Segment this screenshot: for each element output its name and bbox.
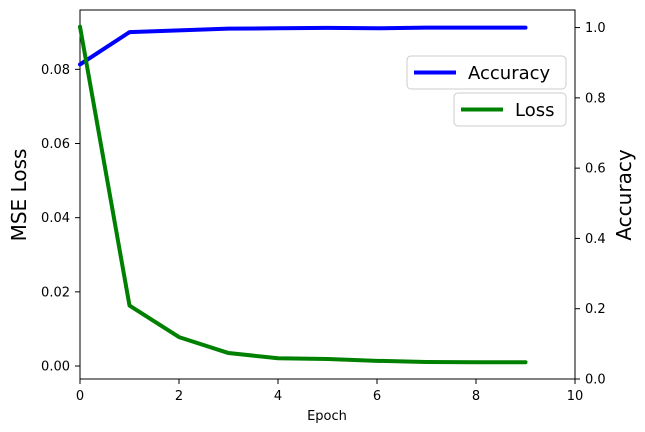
right-y-axis-label: Accuracy [612,149,636,240]
right-y-tick-label: 0.4 [585,232,606,247]
left-y-tick-label: 0.04 [41,211,70,226]
left-y-tick-label: 0.08 [41,63,70,78]
accuracy-legend-label: Accuracy [468,63,551,84]
x-tick-label: 8 [472,389,480,404]
loss-legend-label: Loss [515,100,554,121]
right-y-tick-label: 0.6 [585,162,606,177]
left-y-tick-label: 0.06 [41,137,70,152]
x-tick-label: 10 [567,389,584,404]
loss-legend-box [453,92,567,127]
loss-legend: Loss [453,92,567,127]
right-y-tick-label: 0.2 [585,302,606,317]
x-tick-label: 2 [175,389,183,404]
x-axis-label: Epoch [307,409,347,424]
x-tick-label: 0 [76,389,84,404]
accuracy-legend: Accuracy [406,55,567,90]
right-y-tick-label: 0.0 [585,373,606,388]
x-tick-label: 4 [274,389,282,404]
x-tick-label: 6 [373,389,381,404]
loss-series-line [78,24,528,365]
x-axis-ticks: 0 2 4 6 8 10 [76,379,583,404]
series-layer [78,24,528,365]
left-y-axis-ticks: 0.00 0.02 0.04 0.06 0.08 [41,63,80,375]
left-y-axis-label: MSE Loss [7,149,31,242]
right-y-tick-label: 0.8 [585,91,606,106]
left-y-tick-label: 0.02 [41,285,70,300]
right-y-axis-ticks: 0.0 0.2 0.4 0.6 0.8 1.0 [575,21,606,388]
left-y-tick-label: 0.00 [41,360,70,375]
accuracy-legend-box [406,55,567,90]
accuracy-series-line [78,25,528,67]
right-y-tick-label: 1.0 [585,21,606,36]
